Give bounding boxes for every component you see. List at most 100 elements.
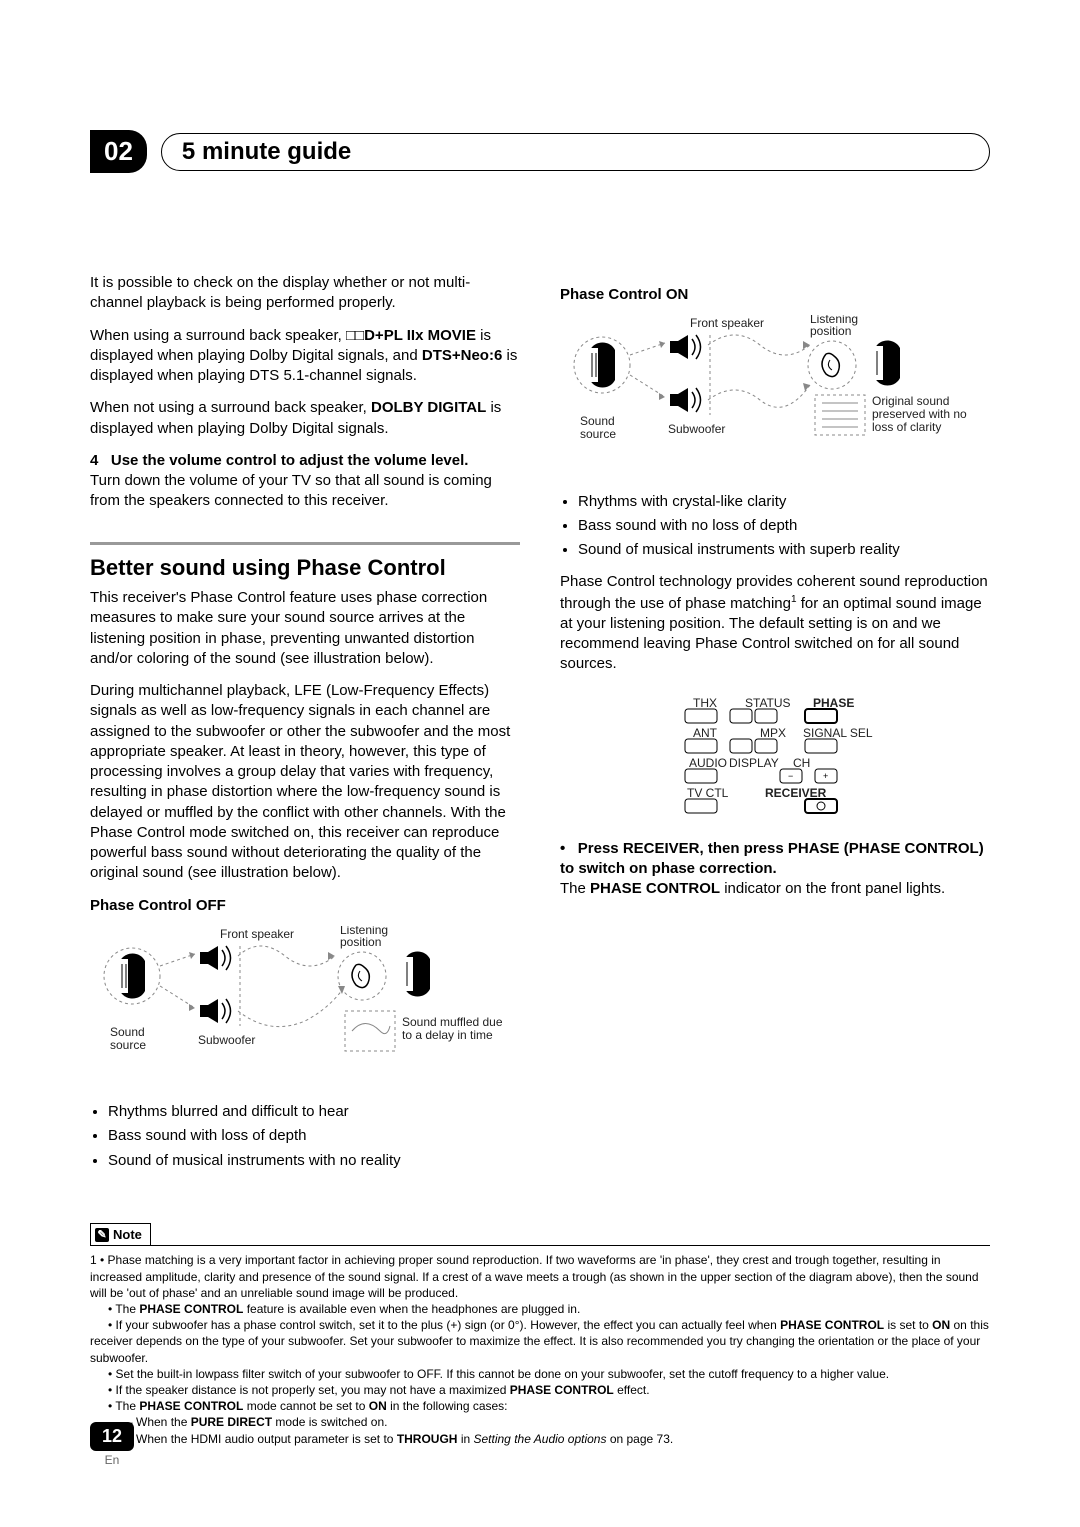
text: • If your subwoofer has a phase control …	[108, 1318, 780, 1332]
text: • If the speaker distance is not properl…	[108, 1383, 510, 1397]
label-sound-source: Soundsource	[580, 414, 616, 441]
remote-label: MPX	[760, 726, 786, 740]
note-line: • If the speaker distance is not properl…	[108, 1382, 990, 1398]
label-original: Original soundpreserved with noloss of c…	[872, 394, 967, 434]
chapter-number-badge: 02	[90, 130, 147, 173]
note-line: 1 • Phase matching is a very important f…	[90, 1252, 990, 1301]
italic-text: Setting the Audio options	[474, 1432, 607, 1446]
phase-off-diagram: Front speaker Listeningposition Soundsou…	[90, 926, 520, 1092]
step-number: 4	[90, 452, 98, 469]
text: on page 73.	[606, 1432, 673, 1446]
note-line: • The PHASE CONTROL mode cannot be set t…	[108, 1398, 990, 1414]
bold-text: PHASE CONTROL	[510, 1383, 614, 1397]
off-bullets: Rhythms blurred and difficult to hear Ba…	[108, 1102, 520, 1171]
paragraph: When using a surround back speaker, □□D+…	[90, 326, 520, 387]
text: – When the	[126, 1415, 191, 1429]
bold-text: PURE DIRECT	[191, 1415, 272, 1429]
text: The	[560, 880, 590, 897]
list-item: Bass sound with loss of depth	[108, 1126, 520, 1146]
chapter-title: 5 minute guide	[182, 138, 351, 165]
paragraph: This receiver's Phase Control feature us…	[90, 588, 520, 669]
right-column: Phase Control ON	[560, 273, 990, 1183]
text: effect.	[614, 1383, 650, 1397]
note-label: Note	[113, 1226, 142, 1244]
note-body: 1 • Phase matching is a very important f…	[90, 1246, 990, 1446]
svg-text:−: −	[788, 771, 793, 781]
paragraph: When not using a surround back speaker, …	[90, 398, 520, 439]
remote-label: DISPLAY	[729, 756, 779, 770]
note-line: • If your subwoofer has a phase control …	[90, 1317, 990, 1366]
label-front-speaker: Front speaker	[220, 927, 294, 941]
bold-text: THROUGH	[397, 1432, 458, 1446]
page: 02 5 minute guide It is possible to chec…	[0, 0, 1080, 1527]
chapter-header: 02 5 minute guide	[90, 130, 990, 173]
remote-label: STATUS	[745, 696, 791, 710]
bold-text: ON	[369, 1399, 387, 1413]
label-listening-position: Listeningposition	[810, 315, 858, 338]
label-subwoofer: Subwoofer	[668, 422, 725, 436]
step-body: Turn down the volume of your TV so that …	[90, 472, 492, 509]
text: indicator on the front panel lights.	[720, 880, 945, 897]
bullet: •	[560, 840, 565, 857]
remote-label: SIGNAL SEL	[803, 726, 873, 740]
label-subwoofer: Subwoofer	[198, 1033, 255, 1047]
remote-label: THX	[693, 696, 717, 710]
instruction: • Press RECEIVER, then press PHASE (PHAS…	[560, 839, 990, 900]
sub-heading-off: Phase Control OFF	[90, 896, 520, 916]
note-line: – When the PURE DIRECT mode is switched …	[126, 1414, 990, 1430]
note-line: – When the HDMI audio output parameter i…	[126, 1431, 990, 1447]
phase-on-diagram: Front speaker Listeningposition Soundsou…	[560, 315, 990, 481]
label-front-speaker: Front speaker	[690, 316, 764, 330]
note-icon: ✎	[95, 1228, 109, 1242]
bold-text: ON	[932, 1318, 950, 1332]
label-listening-position: Listeningposition	[340, 926, 388, 949]
svg-text:+: +	[823, 771, 828, 781]
note-line: • Set the built-in lowpass filter switch…	[108, 1366, 990, 1382]
sub-heading-on: Phase Control ON	[560, 285, 990, 305]
text: • The	[108, 1399, 139, 1413]
page-lang: En	[90, 1453, 134, 1467]
paragraph: Phase Control technology provides cohere…	[560, 572, 990, 674]
bold-text: DTS+Neo:6	[422, 347, 502, 364]
text: – When the HDMI audio output parameter i…	[126, 1432, 397, 1446]
bold-text: PHASE CONTROL	[139, 1302, 243, 1316]
remote-label: TV CTL	[687, 786, 729, 800]
bold-text: PHASE CONTROL	[139, 1399, 243, 1413]
note-line: • The PHASE CONTROL feature is available…	[108, 1301, 990, 1317]
step-4: 4 Use the volume control to adjust the v…	[90, 451, 520, 512]
remote-label: PHASE	[813, 696, 854, 710]
left-column: It is possible to check on the display w…	[90, 273, 520, 1183]
text: mode cannot be set to	[243, 1399, 368, 1413]
page-number: 12 En	[90, 1422, 134, 1467]
list-item: Bass sound with no loss of depth	[578, 516, 990, 536]
section-heading: Better sound using Phase Control	[90, 553, 520, 583]
remote-label: AUDIO	[689, 756, 727, 770]
page-number-badge: 12	[90, 1422, 134, 1451]
bold-text: PHASE CONTROL	[590, 880, 720, 897]
content-columns: It is possible to check on the display w…	[90, 273, 990, 1183]
text: • The	[108, 1302, 139, 1316]
step-title: Use the volume control to adjust the vol…	[111, 452, 469, 469]
remote-label: RECEIVER	[765, 786, 827, 800]
instruction-bold: Press RECEIVER, then press PHASE (PHASE …	[560, 840, 984, 877]
remote-label: CH	[793, 756, 810, 770]
text: mode is switched on.	[272, 1415, 387, 1429]
text: When not using a surround back speaker,	[90, 399, 371, 416]
paragraph: During multichannel playback, LFE (Low-F…	[90, 681, 520, 884]
paragraph: It is possible to check on the display w…	[90, 273, 520, 314]
label-muffled: Sound muffled dueto a delay in time	[402, 1015, 503, 1042]
text: When using a surround back speaker,	[90, 327, 346, 344]
text: feature is available even when the headp…	[243, 1302, 580, 1316]
remote-label: ANT	[693, 726, 718, 740]
label-sound-source: Soundsource	[110, 1025, 146, 1052]
list-item: Sound of musical instruments with no rea…	[108, 1151, 520, 1171]
bold-text: DOLBY DIGITAL	[371, 399, 486, 416]
on-bullets: Rhythms with crystal-like clarity Bass s…	[578, 492, 990, 561]
section-divider	[90, 542, 520, 545]
text: is set to	[884, 1318, 932, 1332]
text: in the following cases:	[387, 1399, 508, 1413]
chapter-title-pill: 5 minute guide	[161, 133, 990, 171]
list-item: Rhythms blurred and difficult to hear	[108, 1102, 520, 1122]
note-header: ✎ Note	[90, 1223, 151, 1247]
text: in	[457, 1432, 473, 1446]
